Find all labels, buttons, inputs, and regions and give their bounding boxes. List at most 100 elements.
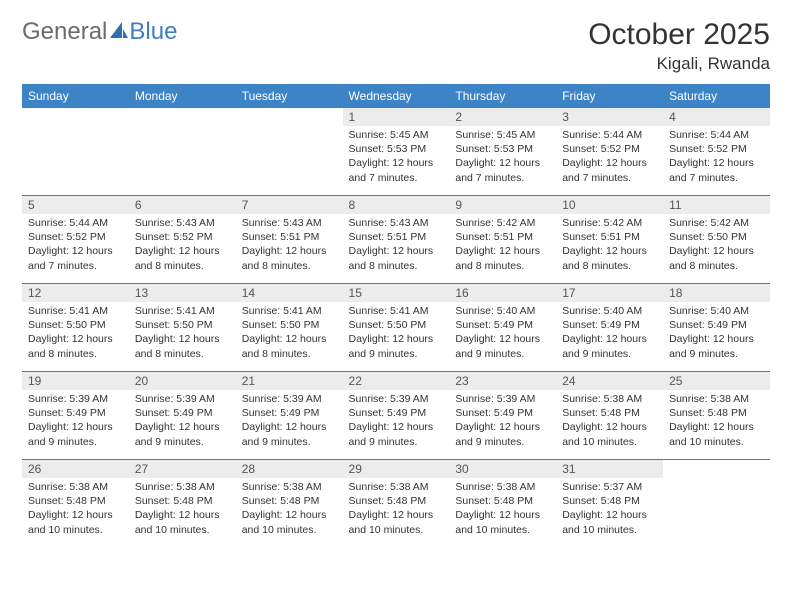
day-number: 24 [556,372,663,390]
day-body: Sunrise: 5:38 AMSunset: 5:48 PMDaylight:… [236,478,343,541]
day-number: 30 [449,460,556,478]
day-header: Tuesday [236,85,343,108]
day-body: Sunrise: 5:38 AMSunset: 5:48 PMDaylight:… [129,478,236,541]
day-body: Sunrise: 5:38 AMSunset: 5:48 PMDaylight:… [22,478,129,541]
day-number: 3 [556,108,663,126]
day-header: Friday [556,85,663,108]
calendar-cell: 8Sunrise: 5:43 AMSunset: 5:51 PMDaylight… [343,196,450,284]
day-number: 19 [22,372,129,390]
day-number: 14 [236,284,343,302]
day-number: 20 [129,372,236,390]
calendar-cell: 19Sunrise: 5:39 AMSunset: 5:49 PMDayligh… [22,372,129,460]
calendar-cell: 22Sunrise: 5:39 AMSunset: 5:49 PMDayligh… [343,372,450,460]
calendar-cell: 9Sunrise: 5:42 AMSunset: 5:51 PMDaylight… [449,196,556,284]
day-number: 4 [663,108,770,126]
calendar-cell: 25Sunrise: 5:38 AMSunset: 5:48 PMDayligh… [663,372,770,460]
day-body: Sunrise: 5:44 AMSunset: 5:52 PMDaylight:… [556,126,663,189]
location: Kigali, Rwanda [588,54,770,74]
day-body: Sunrise: 5:43 AMSunset: 5:52 PMDaylight:… [129,214,236,277]
calendar-cell: 4Sunrise: 5:44 AMSunset: 5:52 PMDaylight… [663,108,770,196]
calendar-cell: 12Sunrise: 5:41 AMSunset: 5:50 PMDayligh… [22,284,129,372]
day-number: 27 [129,460,236,478]
logo-sail-icon [109,18,129,46]
day-number: 18 [663,284,770,302]
day-number: 7 [236,196,343,214]
day-body: Sunrise: 5:39 AMSunset: 5:49 PMDaylight:… [343,390,450,453]
calendar-cell [663,460,770,548]
day-body: Sunrise: 5:43 AMSunset: 5:51 PMDaylight:… [236,214,343,277]
calendar-week-row: 12Sunrise: 5:41 AMSunset: 5:50 PMDayligh… [22,284,770,372]
calendar-cell [236,108,343,196]
day-number: 5 [22,196,129,214]
calendar-cell: 28Sunrise: 5:38 AMSunset: 5:48 PMDayligh… [236,460,343,548]
calendar-cell: 23Sunrise: 5:39 AMSunset: 5:49 PMDayligh… [449,372,556,460]
day-body: Sunrise: 5:39 AMSunset: 5:49 PMDaylight:… [22,390,129,453]
calendar-cell: 1Sunrise: 5:45 AMSunset: 5:53 PMDaylight… [343,108,450,196]
calendar-cell: 17Sunrise: 5:40 AMSunset: 5:49 PMDayligh… [556,284,663,372]
day-body: Sunrise: 5:40 AMSunset: 5:49 PMDaylight:… [556,302,663,365]
day-number: 2 [449,108,556,126]
day-number: 29 [343,460,450,478]
day-body: Sunrise: 5:38 AMSunset: 5:48 PMDaylight:… [343,478,450,541]
day-body: Sunrise: 5:41 AMSunset: 5:50 PMDaylight:… [22,302,129,365]
calendar-table: SundayMondayTuesdayWednesdayThursdayFrid… [22,84,770,548]
calendar-cell: 7Sunrise: 5:43 AMSunset: 5:51 PMDaylight… [236,196,343,284]
day-number: 26 [22,460,129,478]
calendar-week-row: 26Sunrise: 5:38 AMSunset: 5:48 PMDayligh… [22,460,770,548]
logo-word2: Blue [129,18,177,46]
day-number: 15 [343,284,450,302]
day-body: Sunrise: 5:44 AMSunset: 5:52 PMDaylight:… [22,214,129,277]
day-number: 11 [663,196,770,214]
calendar-cell: 29Sunrise: 5:38 AMSunset: 5:48 PMDayligh… [343,460,450,548]
logo-word1: General [22,18,107,46]
calendar-week-row: 5Sunrise: 5:44 AMSunset: 5:52 PMDaylight… [22,196,770,284]
calendar-cell: 31Sunrise: 5:37 AMSunset: 5:48 PMDayligh… [556,460,663,548]
calendar-cell: 10Sunrise: 5:42 AMSunset: 5:51 PMDayligh… [556,196,663,284]
day-number: 9 [449,196,556,214]
day-body: Sunrise: 5:40 AMSunset: 5:49 PMDaylight:… [449,302,556,365]
title-block: October 2025 Kigali, Rwanda [588,18,770,74]
calendar-cell: 24Sunrise: 5:38 AMSunset: 5:48 PMDayligh… [556,372,663,460]
calendar-cell: 3Sunrise: 5:44 AMSunset: 5:52 PMDaylight… [556,108,663,196]
calendar-cell: 5Sunrise: 5:44 AMSunset: 5:52 PMDaylight… [22,196,129,284]
calendar-cell: 14Sunrise: 5:41 AMSunset: 5:50 PMDayligh… [236,284,343,372]
day-body: Sunrise: 5:41 AMSunset: 5:50 PMDaylight:… [129,302,236,365]
calendar-cell: 2Sunrise: 5:45 AMSunset: 5:53 PMDaylight… [449,108,556,196]
calendar-week-row: 19Sunrise: 5:39 AMSunset: 5:49 PMDayligh… [22,372,770,460]
month-title: October 2025 [588,18,770,52]
day-number: 17 [556,284,663,302]
calendar-cell: 15Sunrise: 5:41 AMSunset: 5:50 PMDayligh… [343,284,450,372]
day-body: Sunrise: 5:38 AMSunset: 5:48 PMDaylight:… [663,390,770,453]
calendar-cell: 16Sunrise: 5:40 AMSunset: 5:49 PMDayligh… [449,284,556,372]
day-body: Sunrise: 5:42 AMSunset: 5:50 PMDaylight:… [663,214,770,277]
calendar-cell: 20Sunrise: 5:39 AMSunset: 5:49 PMDayligh… [129,372,236,460]
day-body: Sunrise: 5:38 AMSunset: 5:48 PMDaylight:… [449,478,556,541]
day-body: Sunrise: 5:39 AMSunset: 5:49 PMDaylight:… [236,390,343,453]
day-number: 25 [663,372,770,390]
calendar-week-row: 1Sunrise: 5:45 AMSunset: 5:53 PMDaylight… [22,108,770,196]
day-body: Sunrise: 5:45 AMSunset: 5:53 PMDaylight:… [343,126,450,189]
day-number: 13 [129,284,236,302]
day-number: 28 [236,460,343,478]
day-body: Sunrise: 5:38 AMSunset: 5:48 PMDaylight:… [556,390,663,453]
day-number: 23 [449,372,556,390]
header-row: General Blue October 2025 Kigali, Rwanda [22,18,770,74]
calendar-cell: 21Sunrise: 5:39 AMSunset: 5:49 PMDayligh… [236,372,343,460]
day-number: 10 [556,196,663,214]
day-body: Sunrise: 5:44 AMSunset: 5:52 PMDaylight:… [663,126,770,189]
day-number: 6 [129,196,236,214]
day-header-row: SundayMondayTuesdayWednesdayThursdayFrid… [22,85,770,108]
calendar-cell: 11Sunrise: 5:42 AMSunset: 5:50 PMDayligh… [663,196,770,284]
day-body: Sunrise: 5:40 AMSunset: 5:49 PMDaylight:… [663,302,770,365]
day-body: Sunrise: 5:42 AMSunset: 5:51 PMDaylight:… [556,214,663,277]
day-number: 31 [556,460,663,478]
day-number: 8 [343,196,450,214]
day-header: Sunday [22,85,129,108]
day-body: Sunrise: 5:37 AMSunset: 5:48 PMDaylight:… [556,478,663,541]
calendar-cell: 27Sunrise: 5:38 AMSunset: 5:48 PMDayligh… [129,460,236,548]
day-body: Sunrise: 5:39 AMSunset: 5:49 PMDaylight:… [449,390,556,453]
calendar-cell [22,108,129,196]
day-number: 22 [343,372,450,390]
calendar-cell: 30Sunrise: 5:38 AMSunset: 5:48 PMDayligh… [449,460,556,548]
day-number: 1 [343,108,450,126]
